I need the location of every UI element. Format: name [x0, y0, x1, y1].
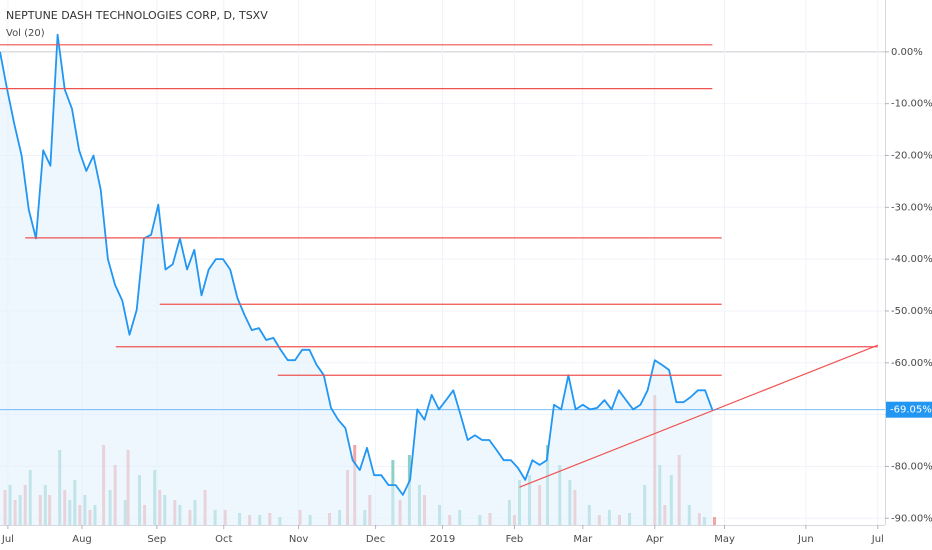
x-tick-label: Jun [797, 534, 814, 545]
y-tick-label: -50.00% [891, 306, 932, 317]
axes: 0.00% -10.00% -20.00% -30.00% -40.00% -50.00%… [1, 47, 932, 545]
current-price-label: -69.05% [890, 405, 932, 416]
y-tick-label: -30.00% [891, 202, 932, 213]
y-tick-label: -80.00% [891, 461, 932, 472]
x-tick-label: Mar [573, 534, 593, 545]
y-tick-label: -20.00% [891, 150, 932, 161]
x-tick-label: Nov [289, 534, 309, 545]
x-tick-label: 2019 [430, 534, 455, 545]
volume-bar [712, 517, 716, 525]
x-tick-label: Jul [1, 534, 14, 545]
x-tick-label: Sep [147, 534, 166, 545]
volume-label: Vol (20) [6, 28, 45, 39]
x-tick-label: May [714, 534, 735, 545]
price [0, 33, 714, 525]
y-tick-label: -40.00% [891, 254, 932, 265]
trend-line [519, 344, 879, 488]
drawings [0, 44, 885, 488]
chart-title: NEPTUNE DASH TECHNOLOGIES CORP, D, TSXV [6, 9, 268, 22]
x-tick-label: Jul [871, 534, 884, 545]
price-line [0, 33, 714, 496]
price-area [0, 34, 713, 525]
x-tick-label: Oct [215, 534, 232, 545]
y-tick-label: -10.00% [891, 99, 932, 110]
x-tick-label: Feb [506, 534, 524, 545]
x-tick-label: Dec [366, 534, 385, 545]
y-tick-label: -90.00% [891, 513, 932, 524]
current-price-box [886, 401, 932, 418]
y-tick-label: -60.00% [891, 358, 932, 369]
y-tick-label: 0.00% [891, 47, 923, 58]
x-tick-label: Apr [646, 534, 664, 545]
x-tick-label: Aug [72, 534, 92, 545]
